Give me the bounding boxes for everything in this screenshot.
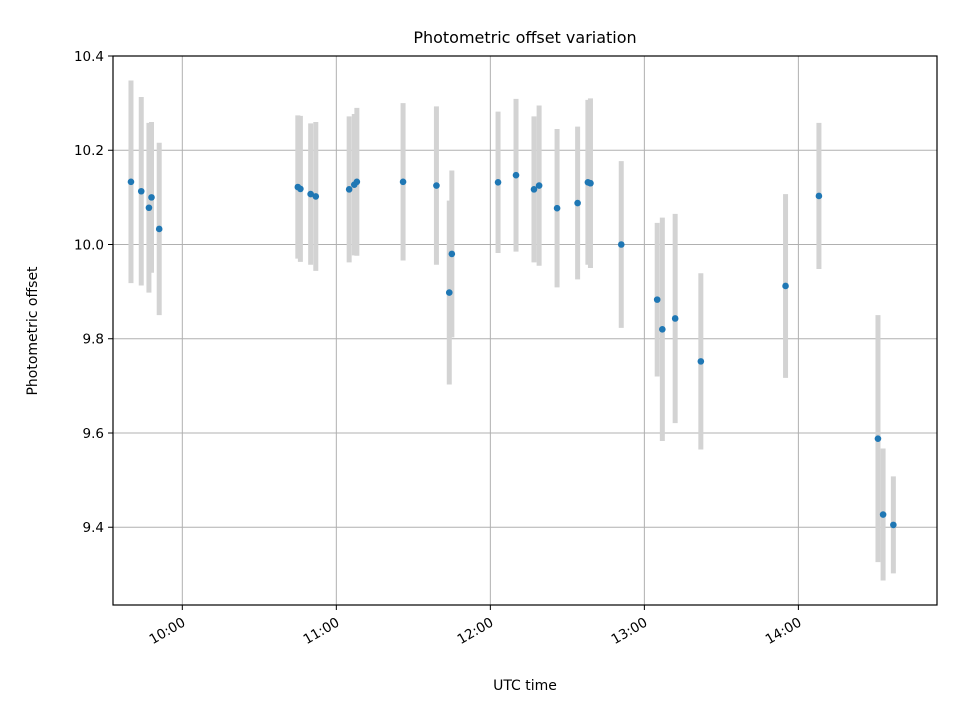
y-axis: 9.4 9.6 9.8 10.0 10.2 10.4 bbox=[74, 49, 113, 536]
data-point bbox=[145, 204, 153, 212]
data-point bbox=[815, 192, 823, 200]
data-point bbox=[617, 241, 625, 248]
data-point bbox=[353, 178, 361, 186]
data-point bbox=[155, 225, 163, 233]
data-point bbox=[307, 190, 314, 198]
chart-title: Photometric offset variation bbox=[413, 28, 636, 47]
data-point bbox=[697, 358, 705, 365]
data-point bbox=[127, 178, 135, 186]
data-point bbox=[659, 326, 666, 333]
y-tick-label: 10.2 bbox=[74, 143, 104, 159]
data-point bbox=[399, 178, 407, 186]
plot-frame bbox=[112, 55, 938, 606]
data-point bbox=[587, 179, 594, 187]
data-point bbox=[574, 199, 581, 207]
data-point bbox=[137, 187, 145, 195]
y-tick-label: 10.0 bbox=[74, 237, 104, 253]
y-tick-label: 9.4 bbox=[83, 520, 104, 536]
data-point bbox=[782, 282, 789, 290]
data-point bbox=[448, 250, 456, 258]
data-point bbox=[671, 315, 679, 322]
data-point bbox=[874, 435, 882, 442]
x-axis-label: UTC time bbox=[493, 678, 557, 694]
data-point bbox=[879, 511, 887, 518]
data-point bbox=[535, 182, 543, 189]
data-point bbox=[312, 193, 320, 200]
y-tick-label: 9.8 bbox=[83, 332, 104, 348]
data-point bbox=[494, 178, 502, 186]
y-tick-label: 10.4 bbox=[74, 49, 104, 65]
y-axis-label: Photometric offset bbox=[25, 266, 41, 396]
data-point bbox=[345, 186, 353, 193]
data-point bbox=[530, 186, 538, 193]
data-point bbox=[512, 171, 520, 179]
data-point bbox=[433, 182, 440, 189]
data-points bbox=[127, 171, 897, 529]
data-point bbox=[653, 296, 661, 303]
data-point bbox=[297, 185, 304, 193]
data-point bbox=[553, 204, 561, 212]
y-tick-label: 9.6 bbox=[83, 426, 104, 442]
data-point bbox=[890, 521, 897, 529]
data-point bbox=[445, 289, 453, 296]
data-point bbox=[148, 194, 155, 201]
